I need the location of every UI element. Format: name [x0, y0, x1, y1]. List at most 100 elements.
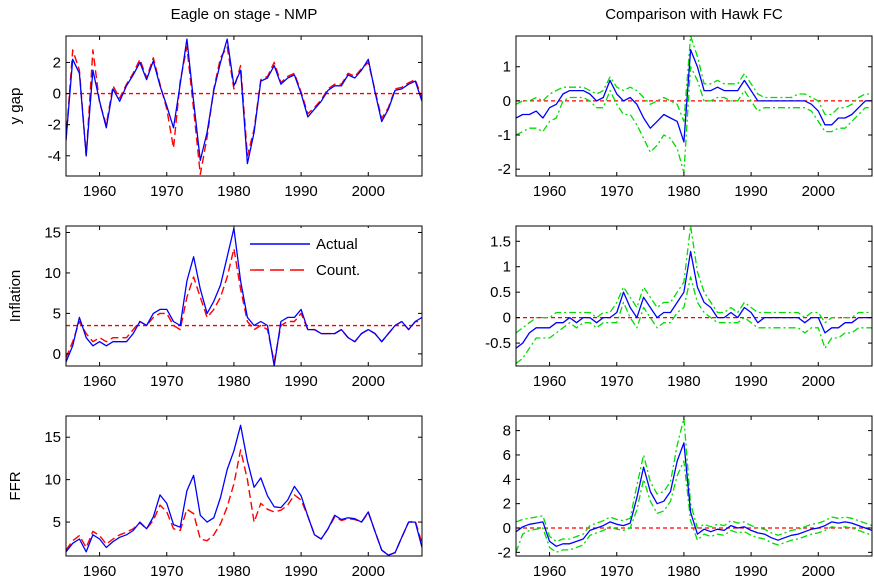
left-column-title: Eagle on stage - NMP — [171, 6, 318, 23]
y-tick-label: 5 — [53, 514, 61, 531]
x-tick-label: 2000 — [352, 563, 385, 580]
axes-box — [515, 35, 873, 177]
x-tick-label: 2000 — [802, 563, 835, 580]
y-tick-label: 10 — [44, 472, 61, 489]
right-column-title: Comparison with Hawk FC — [605, 6, 783, 23]
legend: Actual Count. — [244, 228, 394, 284]
y-axis-label: y gap — [7, 88, 24, 125]
y-axis-label: FFR — [7, 471, 24, 500]
x-tick-label: 2000 — [352, 373, 385, 390]
x-tick-label: 1980 — [217, 373, 250, 390]
plot-lines — [516, 36, 872, 174]
y-tick-label: 10 — [44, 265, 61, 282]
y-tick-label: -0.5 — [485, 335, 511, 352]
axes-box — [515, 225, 873, 367]
y-tick-label: 8 — [503, 423, 511, 440]
plot-lines — [516, 417, 872, 553]
x-tick-label: 1980 — [217, 563, 250, 580]
plot-lines — [516, 226, 872, 365]
x-tick-label: 2000 — [802, 183, 835, 200]
legend-box — [244, 228, 394, 284]
y-tick-label: 2 — [503, 496, 511, 513]
series-upper-band — [516, 36, 872, 123]
panel-right-middle: 1960 1970 1980 1990 2000 -0.5 0 0.5 1 1.5 — [485, 225, 873, 390]
series-actual — [66, 424, 422, 556]
series-median — [516, 250, 872, 349]
axes-box — [65, 225, 423, 367]
x-tick-label: 1990 — [284, 183, 317, 200]
series-upper-band — [516, 417, 872, 543]
x-tick-label: 1980 — [667, 563, 700, 580]
y-tick-label: -4 — [48, 148, 61, 165]
series-upper-band — [516, 226, 872, 334]
y-tick-label: 4 — [503, 471, 511, 488]
y-axis-label: Inflation — [7, 270, 24, 323]
plot-area — [516, 226, 872, 366]
plot-area — [516, 416, 872, 556]
series-lower-band — [516, 276, 872, 365]
y-tick-label: 1 — [503, 259, 511, 276]
x-tick-label: 2000 — [352, 183, 385, 200]
x-tick-label: 1970 — [150, 183, 183, 200]
plot-lines — [66, 424, 422, 556]
legend-label: Count. — [316, 262, 360, 279]
x-tick-label: 1990 — [284, 563, 317, 580]
x-tick-label: 1960 — [533, 563, 566, 580]
x-tick-label: 1960 — [533, 183, 566, 200]
y-tick-label: 2 — [53, 54, 61, 71]
x-tick-label: 1970 — [150, 563, 183, 580]
y-tick-label: -2 — [48, 117, 61, 134]
panel-left-top: 1960 1970 1980 1990 2000 -4 -2 0 2 y gap — [7, 35, 423, 200]
x-tick-label: 1970 — [600, 183, 633, 200]
axes-box — [65, 415, 423, 557]
x-tick-label: 1960 — [533, 373, 566, 390]
y-tick-label: 0.5 — [490, 284, 511, 301]
x-tick-label: 1990 — [734, 563, 767, 580]
y-tick-label: 0 — [503, 93, 511, 110]
y-tick-label: 15 — [44, 429, 61, 446]
series-lower-band — [516, 66, 872, 174]
plot-lines — [66, 38, 422, 176]
panel-left-bottom: 1960 1970 1980 1990 2000 5 10 15 FFR — [7, 415, 423, 580]
y-tick-label: 6 — [503, 447, 511, 464]
plot-area — [66, 416, 422, 556]
x-tick-label: 1960 — [83, 563, 116, 580]
x-tick-label: 1980 — [667, 373, 700, 390]
y-tick-label: 0 — [53, 86, 61, 103]
y-tick-label: 1.5 — [490, 233, 511, 250]
y-tick-label: 5 — [53, 305, 61, 322]
y-tick-label: -2 — [498, 544, 511, 561]
x-tick-label: 1970 — [600, 373, 633, 390]
x-tick-label: 1980 — [217, 183, 250, 200]
x-tick-label: 1970 — [150, 373, 183, 390]
x-tick-label: 1990 — [734, 183, 767, 200]
x-tick-label: 1960 — [83, 183, 116, 200]
series-median — [516, 442, 872, 547]
series-actual — [66, 38, 422, 165]
axes-box — [515, 415, 873, 557]
x-tick-label: 1960 — [83, 373, 116, 390]
series-lower-band — [516, 460, 872, 553]
y-tick-label: 0 — [503, 520, 511, 537]
series-median — [516, 49, 872, 143]
x-tick-label: 1970 — [600, 563, 633, 580]
x-tick-label: 1990 — [284, 373, 317, 390]
axes-box — [65, 35, 423, 177]
series-actual — [66, 227, 422, 366]
y-tick-label: 0 — [53, 346, 61, 363]
y-tick-label: -1 — [498, 127, 511, 144]
plot-lines — [66, 227, 422, 366]
y-tick-label: -2 — [498, 161, 511, 178]
x-tick-label: 1980 — [667, 183, 700, 200]
panel-left-middle: 1960 1970 1980 1990 2000 0 5 10 15 Inflation Actua… — [7, 224, 423, 390]
legend-label: Actual — [316, 236, 358, 253]
y-tick-label: 15 — [44, 224, 61, 241]
y-tick-label: 0 — [503, 310, 511, 327]
x-tick-label: 2000 — [802, 373, 835, 390]
panel-right-top: 1960 1970 1980 1990 2000 -2 -1 0 1 — [498, 35, 873, 200]
plot-area — [66, 36, 422, 176]
x-tick-label: 1990 — [734, 373, 767, 390]
y-tick-label: 1 — [503, 59, 511, 76]
panel-right-bottom: 1960 1970 1980 1990 2000 -2 0 2 4 6 8 — [498, 415, 873, 580]
